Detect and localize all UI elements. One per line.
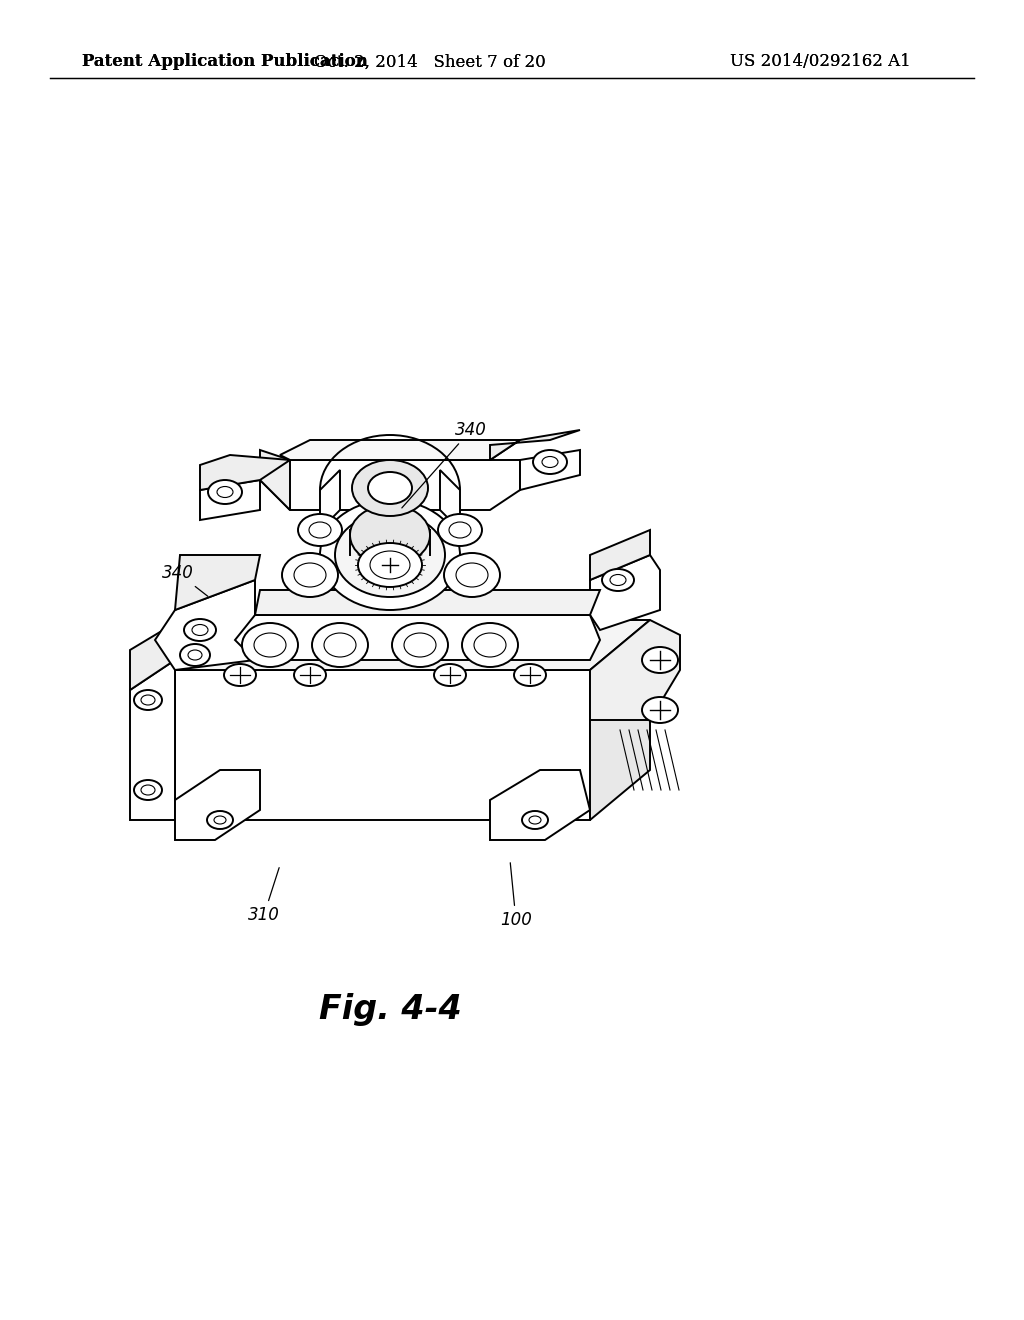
Ellipse shape	[309, 521, 331, 539]
Polygon shape	[200, 455, 290, 490]
Ellipse shape	[214, 816, 226, 824]
Polygon shape	[175, 671, 590, 820]
Ellipse shape	[610, 574, 626, 586]
Polygon shape	[260, 459, 520, 510]
Polygon shape	[490, 430, 580, 459]
Polygon shape	[440, 470, 460, 531]
Ellipse shape	[444, 553, 500, 597]
Text: US 2014/0292162 A1: US 2014/0292162 A1	[730, 54, 910, 70]
Ellipse shape	[184, 619, 216, 642]
Text: US 2014/0292162 A1: US 2014/0292162 A1	[730, 54, 910, 70]
Ellipse shape	[294, 664, 326, 686]
Ellipse shape	[141, 696, 155, 705]
Ellipse shape	[134, 780, 162, 800]
Polygon shape	[175, 554, 260, 610]
Polygon shape	[234, 615, 600, 660]
Ellipse shape	[324, 634, 356, 657]
Text: Patent Application Publication: Patent Application Publication	[82, 54, 368, 70]
Ellipse shape	[474, 634, 506, 657]
Polygon shape	[260, 450, 290, 510]
Polygon shape	[590, 531, 650, 579]
Ellipse shape	[282, 553, 338, 597]
Ellipse shape	[298, 513, 342, 546]
Polygon shape	[490, 770, 590, 840]
Ellipse shape	[438, 513, 482, 546]
Ellipse shape	[602, 569, 634, 591]
Ellipse shape	[207, 810, 233, 829]
Polygon shape	[255, 590, 600, 615]
Ellipse shape	[217, 487, 233, 498]
Polygon shape	[155, 579, 255, 671]
Ellipse shape	[208, 480, 242, 504]
Ellipse shape	[534, 450, 567, 474]
Ellipse shape	[542, 457, 558, 467]
Polygon shape	[280, 440, 520, 459]
Ellipse shape	[254, 634, 286, 657]
Ellipse shape	[392, 623, 449, 667]
Text: Oct. 2, 2014   Sheet 7 of 20: Oct. 2, 2014 Sheet 7 of 20	[314, 54, 546, 70]
Ellipse shape	[134, 690, 162, 710]
Polygon shape	[175, 671, 220, 820]
Polygon shape	[319, 470, 340, 531]
Ellipse shape	[294, 564, 326, 587]
Ellipse shape	[642, 647, 678, 673]
Text: 340: 340	[162, 564, 208, 597]
Ellipse shape	[456, 564, 488, 587]
Text: 340: 340	[401, 421, 486, 508]
Polygon shape	[130, 620, 234, 690]
Text: Oct. 2, 2014   Sheet 7 of 20: Oct. 2, 2014 Sheet 7 of 20	[314, 54, 546, 70]
Ellipse shape	[335, 513, 445, 597]
Polygon shape	[130, 660, 175, 820]
Polygon shape	[590, 554, 660, 630]
Polygon shape	[175, 770, 260, 840]
Ellipse shape	[434, 664, 466, 686]
Ellipse shape	[141, 785, 155, 795]
Polygon shape	[175, 620, 650, 671]
Ellipse shape	[368, 473, 412, 504]
Polygon shape	[330, 506, 450, 565]
Ellipse shape	[188, 649, 202, 660]
Text: 100: 100	[500, 863, 531, 929]
Ellipse shape	[358, 543, 422, 587]
Ellipse shape	[193, 624, 208, 635]
Ellipse shape	[529, 816, 541, 824]
Ellipse shape	[350, 506, 430, 565]
Polygon shape	[590, 620, 680, 719]
Ellipse shape	[404, 634, 436, 657]
Ellipse shape	[180, 644, 210, 667]
Ellipse shape	[449, 521, 471, 539]
Polygon shape	[590, 620, 650, 820]
Ellipse shape	[522, 810, 548, 829]
Ellipse shape	[642, 697, 678, 723]
Ellipse shape	[352, 459, 428, 516]
Ellipse shape	[462, 623, 518, 667]
Text: Patent Application Publication: Patent Application Publication	[82, 54, 368, 70]
Text: 310: 310	[248, 867, 280, 924]
Polygon shape	[520, 450, 580, 490]
Ellipse shape	[370, 550, 410, 579]
Text: Fig. 4-4: Fig. 4-4	[318, 994, 462, 1027]
Ellipse shape	[319, 500, 460, 610]
Ellipse shape	[514, 664, 546, 686]
Polygon shape	[200, 480, 260, 520]
Ellipse shape	[312, 623, 368, 667]
Ellipse shape	[224, 664, 256, 686]
Ellipse shape	[242, 623, 298, 667]
